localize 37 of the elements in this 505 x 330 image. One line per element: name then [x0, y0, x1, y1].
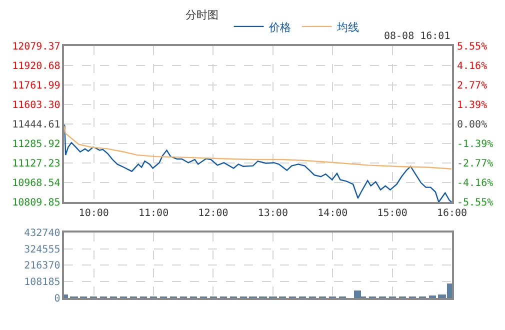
line-series — [64, 124, 452, 202]
y-tick-label: 11127.23 — [12, 158, 60, 170]
line-series — [64, 125, 452, 170]
x-tick-label: 13:00 — [258, 208, 288, 219]
y-tick-label: 216370 — [24, 260, 60, 272]
x-tick-label: 16:00 — [436, 208, 468, 219]
y2-tick-label: 4.16% — [457, 61, 488, 72]
y-tick-label: 12079.37 — [12, 42, 60, 52]
y-tick-label: 11285.92 — [12, 139, 60, 150]
y2-tick-label: 1.39% — [457, 100, 488, 112]
y2-tick-label: -4.16% — [457, 178, 494, 190]
y2-tick-label: 5.55% — [457, 42, 488, 52]
x-tick-label: 10:00 — [78, 208, 109, 219]
y2-tick-label: 0.00% — [457, 120, 488, 131]
x-tick-label: 14:00 — [318, 208, 348, 219]
y2-tick-label: -5.55% — [457, 198, 494, 209]
y-tick-label: 324555 — [24, 244, 60, 256]
x-tick-label: 12:00 — [198, 208, 228, 219]
y-tick-label: 11761.99 — [12, 80, 60, 92]
y-tick-label: 10968.54 — [12, 178, 60, 190]
bar — [429, 295, 436, 298]
y-tick-label: 108185 — [24, 277, 60, 288]
legend-label: 均线 — [336, 20, 359, 34]
y-tick-label: 11920.68 — [12, 61, 60, 72]
y2-tick-label: 2.77% — [457, 80, 488, 92]
y2-tick-label: -1.39% — [457, 139, 494, 150]
y-tick-label: 0 — [54, 294, 60, 304]
text: 08-08 16:01 — [384, 31, 450, 42]
chart-title: 分时图 — [186, 8, 218, 22]
x-tick-label: 11:00 — [138, 208, 169, 219]
legend-label: 价格 — [268, 20, 291, 34]
y-tick-label: 11444.61 — [12, 120, 60, 131]
y-tick-label: 432740 — [24, 228, 60, 239]
x-tick-label: 15:00 — [377, 208, 408, 219]
y2-tick-label: -2.77% — [457, 158, 494, 170]
y-tick-label: 10809.85 — [12, 198, 60, 209]
y-tick-label: 11603.30 — [12, 100, 60, 112]
